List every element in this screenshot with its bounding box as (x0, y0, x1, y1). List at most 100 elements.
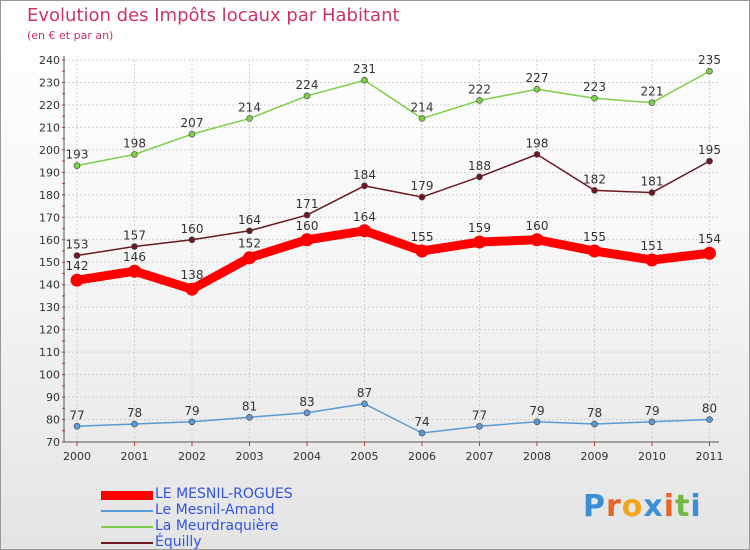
data-label: 81 (242, 399, 257, 413)
y-tick-label: 160 (39, 234, 60, 247)
data-label: 198 (526, 136, 549, 150)
data-label: 159 (468, 221, 491, 235)
data-label: 207 (181, 116, 204, 130)
data-label: 77 (472, 408, 487, 422)
data-point (73, 422, 81, 430)
legend-label: Équilly (155, 534, 202, 550)
x-tick-label: 2008 (523, 450, 551, 463)
data-point (303, 211, 311, 219)
data-point (476, 97, 483, 104)
data-label: 235 (698, 53, 721, 67)
data-point (131, 420, 138, 428)
data-label: 160 (526, 219, 549, 233)
legend-label: LE MESNIL-ROGUES (155, 486, 293, 502)
data-point (303, 409, 311, 417)
x-tick-label: 2006 (408, 450, 436, 463)
data-point (706, 157, 713, 165)
y-tick-label: 190 (39, 166, 60, 179)
data-label: 222 (468, 82, 491, 96)
data-point (703, 246, 716, 260)
data-label: 184 (353, 168, 376, 182)
data-label: 164 (238, 213, 261, 227)
data-label: 78 (587, 406, 602, 420)
data-label: 160 (296, 219, 319, 233)
y-tick-label: 170 (39, 211, 60, 224)
data-label: 74 (414, 415, 429, 429)
data-label: 188 (468, 159, 491, 173)
data-point (706, 67, 713, 75)
chart-title: Evolution des Impôts locaux par Habitant (27, 5, 400, 26)
data-point (131, 151, 138, 158)
x-tick-label: 2003 (236, 450, 264, 463)
x-tick-label: 2011 (696, 450, 724, 463)
y-tick-label: 90 (46, 391, 60, 404)
data-point (246, 413, 253, 421)
y-tick-label: 150 (39, 256, 60, 269)
data-label: 182 (583, 172, 606, 186)
legend-swatch (101, 510, 153, 512)
data-label: 79 (184, 404, 199, 418)
logo-letter: x (643, 489, 664, 524)
data-point (588, 244, 601, 258)
data-point (476, 422, 483, 430)
data-point (533, 85, 541, 93)
data-label: 181 (641, 175, 664, 189)
y-tick-label: 220 (39, 99, 60, 112)
y-tick-label: 120 (39, 324, 60, 337)
data-label: 146 (123, 250, 146, 264)
data-label: 154 (698, 232, 721, 246)
data-label: 193 (66, 148, 89, 162)
y-tick-label: 180 (39, 189, 60, 202)
data-point (648, 189, 656, 196)
data-point (358, 224, 371, 238)
data-point (185, 282, 199, 296)
data-label: 80 (702, 402, 717, 416)
y-tick-label: 100 (39, 369, 60, 382)
x-tick-label: 2001 (121, 450, 149, 463)
y-tick-label: 210 (39, 121, 60, 134)
data-point (243, 251, 256, 265)
proxiti-logo: Proxiti (583, 489, 702, 524)
logo-letter: t (675, 489, 691, 524)
data-label: 164 (353, 210, 376, 224)
data-point (418, 429, 426, 437)
y-tick-label: 200 (39, 144, 60, 157)
y-tick-label: 80 (46, 414, 60, 427)
data-label: 157 (123, 229, 146, 243)
data-label: 151 (641, 239, 664, 253)
data-point (476, 173, 483, 181)
data-point (648, 99, 656, 106)
x-tick-label: 2002 (178, 450, 206, 463)
data-point (128, 264, 141, 278)
series-line (76, 403, 710, 434)
data-point (73, 162, 81, 169)
data-point (533, 151, 541, 158)
data-point (418, 115, 426, 122)
data-point (188, 418, 196, 426)
data-label: 171 (296, 197, 319, 211)
y-tick-label: 230 (39, 76, 60, 89)
data-label: 78 (127, 406, 142, 420)
x-tick-label: 2005 (351, 450, 379, 463)
data-point (591, 420, 598, 428)
data-point (73, 252, 81, 259)
x-tick-label: 2009 (581, 450, 609, 463)
y-tick-label: 240 (39, 54, 60, 67)
data-point (706, 416, 713, 423)
series-line (76, 153, 710, 257)
data-label: 214 (411, 100, 434, 114)
data-label: 160 (181, 222, 204, 236)
data-label: 152 (238, 237, 261, 251)
data-label: 198 (123, 136, 146, 150)
data-label: 223 (583, 80, 606, 94)
legend-swatch (101, 526, 153, 528)
data-point (188, 130, 196, 138)
data-label: 83 (299, 395, 314, 409)
y-tick-label: 130 (39, 301, 60, 314)
legend-swatch (101, 490, 153, 500)
data-label: 224 (296, 78, 319, 92)
series-line (76, 226, 711, 294)
data-point (418, 193, 426, 201)
data-point (361, 76, 368, 84)
